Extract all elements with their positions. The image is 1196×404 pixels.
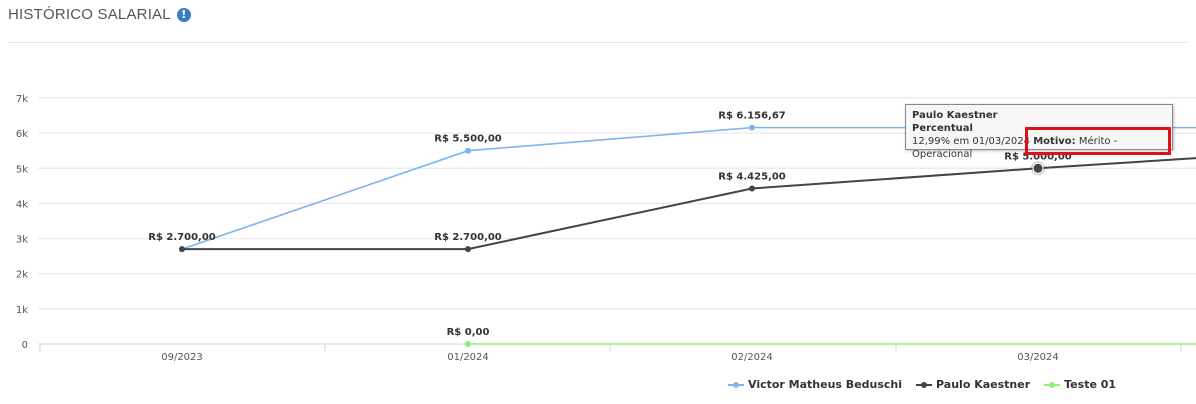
tooltip-reason-value: Mérito - Operacional (912, 136, 1118, 160)
data-point (179, 246, 185, 253)
y-tick-label: 0 (22, 340, 28, 351)
data-point (1032, 162, 1044, 174)
legend-label: Victor Matheus Beduschi (748, 378, 903, 391)
data-point (749, 185, 755, 192)
y-tick-label: 2k (16, 270, 28, 281)
tooltip-type: Percentual (912, 123, 973, 134)
data-label: R$ 4.425,00 (718, 171, 786, 182)
legend-item[interactable]: Teste 01 (1044, 378, 1116, 391)
legend-label: Paulo Kaestner (936, 378, 1031, 391)
legend-marker-icon (916, 380, 933, 390)
y-tick-label: 1k (16, 305, 28, 316)
data-point (749, 124, 755, 131)
y-tick-label: 7k (16, 94, 28, 105)
tooltip-reason-label: Motivo: (1033, 136, 1076, 147)
legend-item[interactable]: Victor Matheus Beduschi (728, 378, 902, 391)
y-tick-label: 5k (16, 164, 28, 175)
chart-legend: Victor Matheus Beduschi Paulo Kaestner Tes… (728, 378, 1116, 391)
info-icon[interactable]: ! (176, 7, 191, 22)
data-label: R$ 5.500,00 (434, 134, 502, 145)
y-tick-label: 6k (16, 129, 28, 140)
legend-item[interactable]: Paulo Kaestner (916, 378, 1030, 391)
data-label: R$ 0,00 (447, 327, 490, 338)
header-divider (8, 42, 1188, 43)
data-point (465, 147, 471, 154)
tooltip-detail: 12,99% em 01/03/2024 (912, 136, 1031, 147)
data-label: R$ 5.000,00 (1004, 151, 1072, 162)
chart-header: HISTÓRICO SALARIAL ! (8, 6, 191, 23)
page-title: HISTÓRICO SALARIAL (8, 6, 171, 23)
y-tick-label: 4k (16, 199, 28, 210)
data-label: R$ 2.700,00 (148, 232, 216, 243)
x-tick-label: 03/2024 (1017, 352, 1059, 363)
x-tick-label: 09/2023 (161, 352, 203, 363)
y-tick-label: 3k (16, 235, 28, 246)
legend-label: Teste 01 (1064, 378, 1117, 391)
data-point (465, 341, 471, 347)
legend-marker-icon (1044, 380, 1061, 390)
data-label: R$ 2.700,00 (434, 232, 502, 243)
data-label: R$ 6.156,67 (718, 111, 786, 122)
x-tick-label: 02/2024 (731, 352, 773, 363)
data-point (465, 246, 471, 253)
x-tick-label: 01/2024 (447, 352, 489, 363)
legend-marker-icon (728, 380, 744, 390)
tooltip-name: Paulo Kaestner (912, 110, 998, 121)
highlight-box (1025, 127, 1171, 155)
tooltip-detail-row: 12,99% em 01/03/2024 Motivo: Mérito - Op… (912, 135, 1166, 161)
